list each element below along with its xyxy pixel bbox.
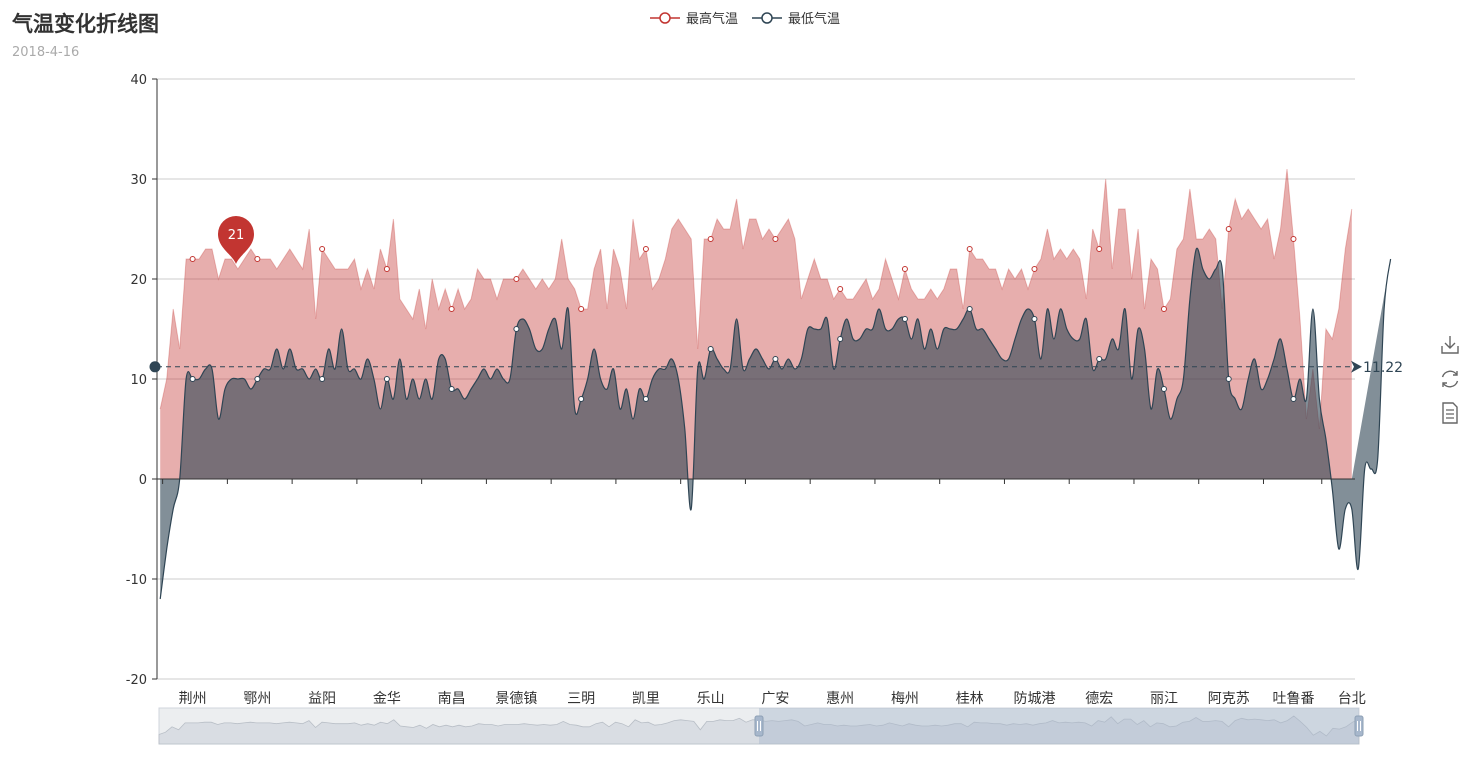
data-point-max-temp bbox=[1096, 246, 1103, 252]
mark-line-label: 11.22 bbox=[1363, 360, 1403, 376]
x-tick-label: 防城港 bbox=[1013, 691, 1055, 707]
data-point-min-temp bbox=[1160, 386, 1167, 392]
legend-label-min-temp: 最低气温 bbox=[788, 12, 841, 27]
data-point-min-temp bbox=[319, 376, 326, 382]
data-point-max-temp bbox=[1031, 266, 1038, 272]
data-point-max-temp bbox=[966, 246, 973, 252]
chart-title: 气温变化折线图 bbox=[12, 12, 159, 36]
data-point-max-temp bbox=[1160, 306, 1167, 312]
data-point-min-temp bbox=[1031, 316, 1038, 322]
y-tick-label: 10 bbox=[130, 373, 147, 388]
data-point-max-temp bbox=[1290, 236, 1297, 242]
y-tick-label: 20 bbox=[130, 273, 147, 288]
x-tick-label: 桂林 bbox=[956, 691, 984, 707]
data-point-max-temp bbox=[254, 256, 261, 262]
x-tick-label: 景德镇 bbox=[495, 691, 537, 707]
mark-line-start-dot bbox=[149, 361, 161, 373]
y-tick-label: -20 bbox=[126, 673, 147, 688]
zoom-selection[interactable] bbox=[759, 708, 1359, 744]
data-point-max-temp bbox=[1225, 226, 1232, 232]
data-point-min-temp bbox=[642, 396, 649, 402]
x-tick-label: 乐山 bbox=[697, 691, 725, 707]
legend-marker-max-temp bbox=[650, 11, 680, 24]
restore-icon[interactable] bbox=[1438, 367, 1462, 391]
x-tick-label: 台北 bbox=[1338, 691, 1366, 707]
data-point-min-temp bbox=[513, 326, 520, 332]
x-tick-label: 德宏 bbox=[1085, 691, 1113, 707]
data-point-max-temp bbox=[707, 236, 714, 242]
data-point-max-temp bbox=[901, 266, 908, 272]
data-zoom-slider[interactable] bbox=[158, 707, 1364, 745]
data-point-min-temp bbox=[254, 376, 261, 382]
y-tick-label: 30 bbox=[130, 173, 147, 188]
toolbox bbox=[1438, 333, 1462, 425]
data-point-min-temp bbox=[383, 376, 390, 382]
data-point-max-temp bbox=[642, 246, 649, 252]
max-mark-point: 21 bbox=[218, 216, 254, 264]
series-areas bbox=[159, 168, 1392, 600]
x-tick-label: 吐鲁番 bbox=[1272, 691, 1314, 707]
data-point-min-temp bbox=[1290, 396, 1297, 402]
save-as-image-icon[interactable] bbox=[1438, 333, 1462, 357]
x-tick-label: 荆州 bbox=[179, 691, 207, 707]
x-tick-label: 三明 bbox=[567, 691, 595, 707]
data-view-icon[interactable] bbox=[1438, 401, 1462, 425]
data-points bbox=[189, 226, 1297, 402]
data-point-max-temp bbox=[319, 246, 326, 252]
average-mark-line: 11.22 bbox=[149, 360, 1403, 376]
data-point-min-temp bbox=[448, 386, 455, 392]
x-tick-label: 南昌 bbox=[438, 691, 466, 707]
data-point-min-temp bbox=[707, 346, 714, 352]
data-point-max-temp bbox=[189, 256, 196, 262]
x-tick-label: 惠州 bbox=[826, 691, 854, 707]
x-tick-label: 梅州 bbox=[891, 691, 919, 707]
legend-label-max-temp: 最高气温 bbox=[686, 12, 739, 27]
data-point-min-temp bbox=[966, 306, 973, 312]
data-point-min-temp bbox=[578, 396, 585, 402]
zoom-handle-end[interactable] bbox=[1354, 715, 1364, 737]
series-line-max-temp bbox=[159, 168, 1353, 430]
x-tick-label: 广安 bbox=[761, 691, 789, 707]
data-point-min-temp bbox=[189, 376, 196, 382]
data-point-max-temp bbox=[837, 286, 844, 292]
data-point-min-temp bbox=[772, 356, 779, 362]
legend: 最高气温 最低气温 bbox=[650, 8, 840, 27]
y-tick-label: 40 bbox=[130, 73, 147, 88]
legend-item-max-temp[interactable]: 最高气温 bbox=[650, 8, 738, 27]
x-tick-label: 阿克苏 bbox=[1208, 691, 1250, 707]
data-point-min-temp bbox=[1225, 376, 1232, 382]
mark-line-arrow bbox=[1351, 360, 1362, 373]
mark-point-label: 21 bbox=[228, 228, 245, 243]
zoom-handle-start[interactable] bbox=[754, 715, 764, 737]
data-point-min-temp bbox=[837, 336, 844, 342]
data-point-max-temp bbox=[448, 306, 455, 312]
x-tick-label: 丽江 bbox=[1150, 691, 1178, 707]
mark-point-pin bbox=[218, 216, 254, 264]
x-tick-label: 益阳 bbox=[308, 691, 336, 707]
data-point-min-temp bbox=[1096, 356, 1103, 362]
y-tick-label: -10 bbox=[126, 573, 147, 588]
y-tick-label: 0 bbox=[139, 473, 147, 488]
legend-item-min-temp[interactable]: 最低气温 bbox=[752, 8, 840, 27]
data-point-max-temp bbox=[578, 306, 585, 312]
x-tick-label: 鄂州 bbox=[243, 691, 271, 707]
x-tick-label: 金华 bbox=[373, 691, 401, 707]
data-point-max-temp bbox=[772, 236, 779, 242]
chart-subtitle: 2018-4-16 bbox=[12, 45, 80, 60]
data-point-max-temp bbox=[513, 276, 520, 282]
data-point-max-temp bbox=[383, 266, 390, 272]
series-area-min-temp bbox=[160, 248, 1391, 599]
legend-marker-min-temp bbox=[752, 11, 783, 24]
axes: -20 -10 0 10 20 30 40 荆州 鄂州 益阳 金华 南昌 景德镇 三明 凯里 乐山 广安 惠州 梅州… bbox=[126, 73, 1366, 707]
x-tick-label: 凯里 bbox=[632, 691, 660, 707]
data-point-min-temp bbox=[901, 316, 908, 322]
